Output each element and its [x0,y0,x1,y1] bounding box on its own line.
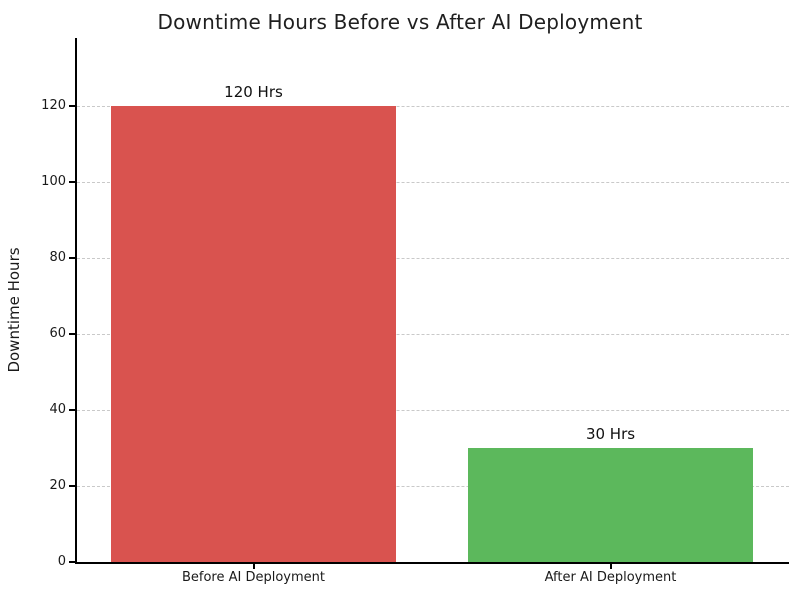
y-tick-mark [69,561,75,563]
y-tick-label: 120 [41,98,66,114]
gridline [77,410,789,412]
y-tick-label: 100 [41,174,66,190]
y-axis-spine [75,38,77,564]
bar [467,448,754,562]
gridline [77,182,789,184]
bar [110,106,397,562]
bar-value-label: 30 Hrs [585,425,636,444]
y-tick-mark [69,257,75,260]
y-tick-mark [69,333,75,336]
y-tick-label: 0 [57,554,66,569]
y-tick-label: 40 [49,402,66,418]
bar-value-label: 120 Hrs [224,83,283,102]
y-tick-mark [69,181,75,184]
gridline [77,334,789,336]
x-tick-label: After AI Deployment [544,570,677,585]
y-tick-label: 20 [49,478,66,494]
gridline [77,258,789,260]
x-tick-mark [252,564,255,569]
x-axis-spine [75,562,789,564]
y-tick-mark [69,409,75,412]
chart-title: Downtime Hours Before vs After AI Deploy… [157,10,643,34]
y-tick-mark [69,105,75,108]
gridline [77,106,789,108]
y-tick-label: 60 [49,326,66,342]
y-tick-mark [69,485,75,488]
gridline [77,486,789,488]
x-tick-mark [609,564,612,569]
x-tick-label: Before AI Deployment [181,570,325,585]
y-tick-label: 80 [49,250,66,266]
